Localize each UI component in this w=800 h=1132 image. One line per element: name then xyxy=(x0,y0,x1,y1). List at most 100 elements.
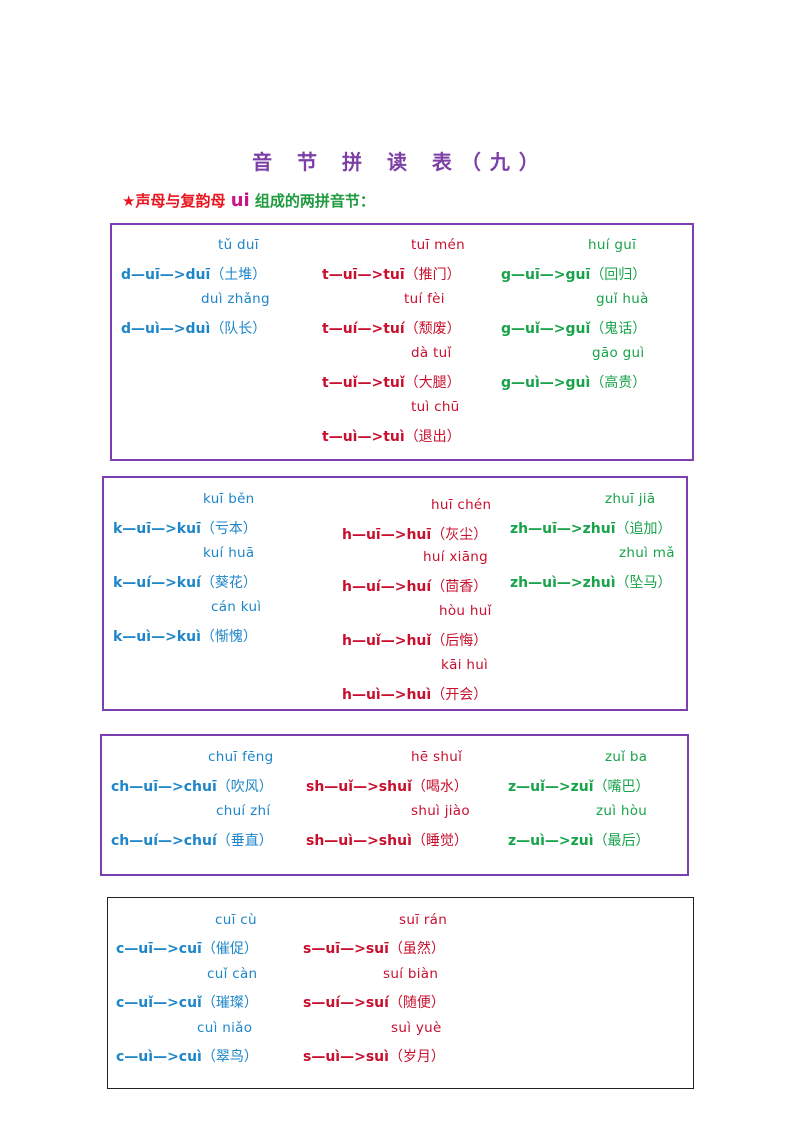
pinyin-label: cán kuì xyxy=(211,599,262,615)
word: （开会） xyxy=(431,687,488,703)
spelling-line: g—uī—>guī（回归） xyxy=(501,264,646,284)
pinyin-label: zhuī jiā xyxy=(605,491,656,507)
pinyin-label: tuí fèi xyxy=(404,291,445,307)
pinyin-label: chuí zhí xyxy=(216,803,271,819)
pinyin-label: suí biàn xyxy=(383,966,439,982)
spelling: t—uī—>tuī xyxy=(322,267,405,283)
spelling-line: h—uī—>huī（灰尘） xyxy=(342,524,487,544)
syllable-box-k-h-zh xyxy=(102,476,688,711)
word: （回归） xyxy=(590,267,647,283)
spelling-line: ch—uí—>chuí（垂直） xyxy=(111,830,273,850)
spelling: g—uì—>guì xyxy=(501,375,591,391)
word: （亏本） xyxy=(200,521,257,537)
pinyin-label: shuì jiào xyxy=(411,803,470,819)
word: （退出） xyxy=(404,429,461,445)
word: （吹风） xyxy=(216,779,273,795)
syllable-box-ch-sh-z xyxy=(100,734,689,876)
word: （睡觉） xyxy=(411,833,468,849)
spelling: k—uì—>kuì xyxy=(113,629,201,645)
spelling-line: s—uī—>suī（虽然） xyxy=(303,938,445,958)
word: （嘴巴） xyxy=(593,779,650,795)
pinyin-label: kuī běn xyxy=(203,491,255,507)
spelling: t—uǐ—>tuǐ xyxy=(322,375,405,391)
word: （坠马） xyxy=(615,575,672,591)
syllable-box-c-s xyxy=(107,897,694,1089)
spelling-line: s—uì—>suì（岁月） xyxy=(303,1046,445,1066)
pinyin-label: tǔ duī xyxy=(218,237,259,253)
spelling-line: k—uī—>kuī（亏本） xyxy=(113,518,257,538)
word: （大腿） xyxy=(404,375,461,391)
spelling: sh—uǐ—>shuǐ xyxy=(306,779,412,795)
subtitle-ui: ui xyxy=(230,190,250,211)
pinyin-label: zuǐ ba xyxy=(605,749,648,765)
word: （翠鸟） xyxy=(201,1049,258,1065)
pinyin-label: huí guī xyxy=(588,237,637,253)
pinyin-label: suī rán xyxy=(399,912,448,928)
spelling: sh—uì—>shuì xyxy=(306,833,412,849)
spelling-line: z—uǐ—>zuǐ（嘴巴） xyxy=(508,776,650,796)
spelling: t—uì—>tuì xyxy=(322,429,405,445)
spelling: z—uì—>zuì xyxy=(508,833,594,849)
spelling: s—uī—>suī xyxy=(303,941,389,957)
spelling-line: t—uǐ—>tuǐ（大腿） xyxy=(322,372,461,392)
star-icon: ★ xyxy=(122,192,136,210)
spelling-line: d—uī—>duī（土堆） xyxy=(121,264,266,284)
pinyin-label: hòu huǐ xyxy=(439,603,492,619)
pinyin-label: suì yuè xyxy=(391,1020,442,1036)
spelling-line: sh—uǐ—>shuǐ（喝水） xyxy=(306,776,468,796)
spelling-line: z—uì—>zuì（最后） xyxy=(508,830,650,850)
spelling: d—uī—>duī xyxy=(121,267,211,283)
spelling: c—uì—>cuì xyxy=(116,1049,202,1065)
spelling: c—uī—>cuī xyxy=(116,941,202,957)
spelling-line: t—uì—>tuì（退出） xyxy=(322,426,461,446)
pinyin-label: cuǐ càn xyxy=(207,966,258,982)
spelling-line: s—uí—>suí（随便） xyxy=(303,992,445,1012)
spelling: d—uì—>duì xyxy=(121,321,211,337)
word: （队长） xyxy=(210,321,267,337)
word: （葵花） xyxy=(200,575,257,591)
word: （茴香） xyxy=(431,579,488,595)
spelling: k—uí—>kuí xyxy=(113,575,201,591)
spelling-line: sh—uì—>shuì（睡觉） xyxy=(306,830,468,850)
word: （虽然） xyxy=(388,941,445,957)
pinyin-label: zuì hòu xyxy=(596,803,648,819)
spelling: h—uí—>huí xyxy=(342,579,432,595)
word: （灰尘） xyxy=(431,527,488,543)
spelling-line: h—uí—>huí（茴香） xyxy=(342,576,487,596)
pinyin-label: huí xiāng xyxy=(423,549,488,565)
pinyin-label: duì zhǎng xyxy=(201,291,270,307)
page-title: 音 节 拼 读 表（九） xyxy=(252,150,548,174)
pinyin-label: kāi huì xyxy=(441,657,489,673)
pinyin-label: hē shuǐ xyxy=(411,749,463,765)
word: （高贵） xyxy=(590,375,647,391)
pinyin-label: huī chén xyxy=(431,497,492,513)
spelling: z—uǐ—>zuǐ xyxy=(508,779,594,795)
spelling: g—uī—>guī xyxy=(501,267,591,283)
word: （岁月） xyxy=(388,1049,445,1065)
word: （鬼话） xyxy=(590,321,647,337)
syllable-box-d-t-g xyxy=(110,223,694,461)
spelling: ch—uí—>chuí xyxy=(111,833,217,849)
pinyin-label: cuī cù xyxy=(215,912,257,928)
spelling-line: g—uì—>guì（高贵） xyxy=(501,372,646,392)
spelling-line: c—uǐ—>cuǐ（璀璨） xyxy=(116,992,258,1012)
spelling: s—uí—>suí xyxy=(303,995,389,1011)
spelling: h—uì—>huì xyxy=(342,687,432,703)
spelling-line: k—uì—>kuì（惭愧） xyxy=(113,626,257,646)
word: （颓废） xyxy=(404,321,461,337)
pinyin-label: gāo guì xyxy=(592,345,645,361)
spelling: h—uī—>huī xyxy=(342,527,432,543)
spelling: s—uì—>suì xyxy=(303,1049,389,1065)
pinyin-label: kuí huā xyxy=(203,545,255,561)
word: （最后） xyxy=(593,833,650,849)
spelling: t—uí—>tuí xyxy=(322,321,405,337)
spelling: g—uǐ—>guǐ xyxy=(501,321,591,337)
word: （催促） xyxy=(201,941,258,957)
spelling-line: h—uǐ—>huǐ（后悔） xyxy=(342,630,487,650)
spelling-line: c—uī—>cuī（催促） xyxy=(116,938,258,958)
spelling: zh—uī—>zhuī xyxy=(510,521,616,537)
spelling-line: k—uí—>kuí（葵花） xyxy=(113,572,257,592)
word: （追加） xyxy=(615,521,672,537)
pinyin-label: zhuì mǎ xyxy=(619,545,675,561)
pinyin-label: chuī fēng xyxy=(208,749,274,765)
